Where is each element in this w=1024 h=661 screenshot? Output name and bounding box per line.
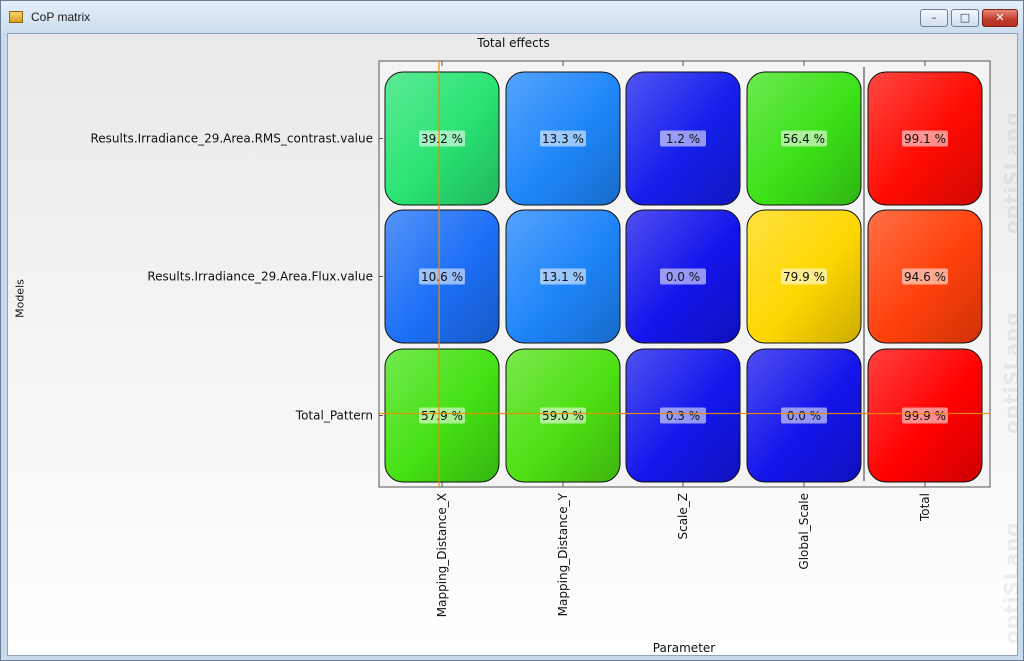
app-icon — [9, 11, 23, 23]
minimize-button[interactable]: – — [920, 9, 948, 27]
cell-value-label: 39.2 % — [421, 132, 463, 146]
cell-value-box — [902, 130, 948, 147]
cell-value-box — [902, 407, 948, 424]
column-label: Scale_Z — [676, 493, 690, 540]
cell-value-box — [781, 407, 827, 424]
title-bar[interactable]: CoP matrix – □ ✕ — [1, 1, 1023, 33]
cell-value-box — [419, 130, 465, 147]
cell-value-label: 13.3 % — [542, 132, 584, 146]
cell-value-label: 59.0 % — [542, 409, 584, 423]
cell-value-box — [660, 407, 706, 424]
cell-value-label: 0.0 % — [666, 270, 700, 284]
column-label: Global_Scale — [797, 493, 811, 570]
cell-value-box — [419, 407, 465, 424]
cell-value-label: 56.4 % — [783, 132, 825, 146]
cell-value-box — [660, 130, 706, 147]
column-label: Mapping_Distance_Y — [556, 492, 570, 616]
close-button[interactable]: ✕ — [982, 9, 1018, 27]
chart-title: Total effects — [477, 36, 550, 50]
cell-value-box — [781, 130, 827, 147]
cell-value-box — [540, 130, 586, 147]
column-label: Total — [918, 493, 932, 522]
maximize-button[interactable]: □ — [951, 9, 979, 27]
row-label: Total_Pattern — [295, 409, 373, 423]
cell-value-box — [419, 268, 465, 285]
column-label: Mapping_Distance_X — [435, 493, 449, 617]
cell-value-label: 99.1 % — [904, 132, 946, 146]
cell-value-label: 99.9 % — [904, 409, 946, 423]
cop-matrix-plot[interactable]: 39.2 % 13.3 % 1.2 % 56.4 % 99.1 % 10.6 % 13.1 … — [8, 34, 1018, 656]
cell-value-box — [540, 407, 586, 424]
cell-value-label: 94.6 % — [904, 270, 946, 284]
row-label: Results.Irradiance_29.Area.Flux.value — [147, 270, 373, 284]
cell-value-label: 57.9 % — [421, 409, 463, 423]
cell-value-label: 79.9 % — [783, 270, 825, 284]
row-label: Results.Irradiance_29.Area.RMS_contrast.… — [91, 132, 374, 146]
cell-value-label: 1.2 % — [666, 132, 700, 146]
x-axis-label: Parameter — [652, 641, 716, 655]
cell-value-label: 0.0 % — [787, 409, 821, 423]
cell-value-label: 0.3 % — [666, 409, 700, 423]
cell-value-box — [540, 268, 586, 285]
cell-value-box — [781, 268, 827, 285]
window-title: CoP matrix — [31, 10, 91, 24]
cell-value-label: 10.6 % — [421, 270, 463, 284]
cell-value-label: 13.1 % — [542, 270, 584, 284]
cell-value-box — [660, 268, 706, 285]
chart-area: Total effects Models Parameter optiSLang… — [7, 33, 1018, 656]
cell-value-box — [902, 268, 948, 285]
